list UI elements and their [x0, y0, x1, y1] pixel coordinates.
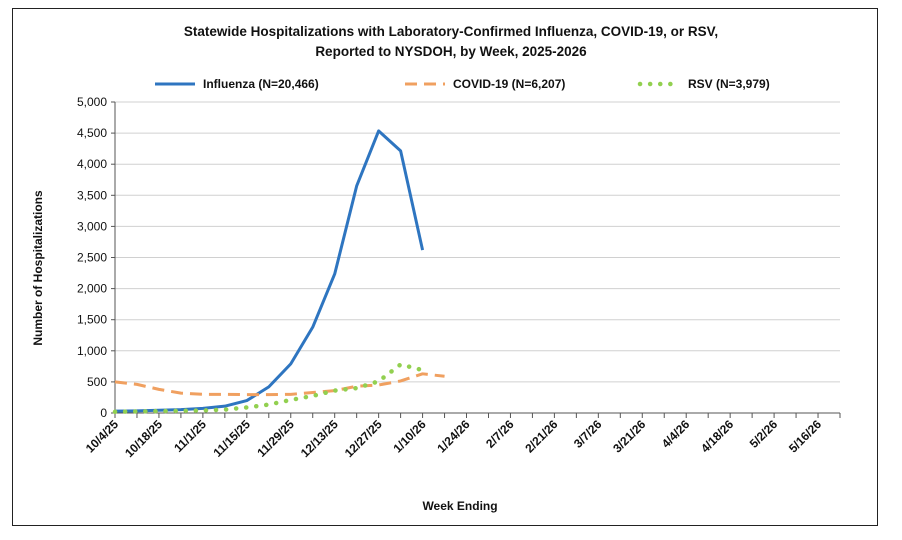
- x-tick-label: 12/13/25: [298, 417, 341, 460]
- y-tick-label: 1,000: [77, 344, 107, 358]
- legend: Influenza (N=20,466) COVID-19 (N=6,207) RS…: [155, 77, 770, 91]
- x-tick-label: 5/2/26: [747, 417, 781, 451]
- x-tick-label: 5/16/26: [786, 417, 824, 455]
- chart-title-line-1: Statewide Hospitalizations with Laborato…: [184, 24, 718, 39]
- x-tick-label: 12/27/25: [342, 417, 385, 460]
- y-tick-label: 1,500: [77, 313, 107, 327]
- x-axis-title: Week Ending: [422, 499, 497, 513]
- chart-title-line-2: Reported to NYSDOH, by Week, 2025-2026: [315, 44, 587, 59]
- y-axis-title: Number of Hospitalizations: [31, 190, 45, 346]
- x-tick-label: 10/4/25: [83, 417, 121, 455]
- series-line-dot: [112, 362, 425, 415]
- x-tick-label: 11/29/25: [254, 417, 297, 460]
- x-tick-label: 1/10/26: [390, 417, 428, 455]
- y-tick-label: 4,500: [77, 126, 107, 140]
- x-tick-label: 3/21/26: [610, 417, 648, 455]
- x-tick-label: 2/21/26: [522, 417, 560, 455]
- chart-frame: [12, 8, 878, 526]
- y-tick-label: 3,000: [77, 219, 107, 233]
- x-tick-label: 11/1/25: [171, 417, 209, 455]
- y-tick-label: 3,500: [77, 188, 107, 202]
- y-tick-label: 5,000: [77, 95, 107, 109]
- y-tick-label: 0: [100, 406, 107, 420]
- legend-label: Influenza (N=20,466): [203, 77, 319, 91]
- x-tick-label: 3/7/26: [571, 417, 605, 451]
- x-tick-label: 10/18/25: [122, 417, 165, 460]
- x-tick-label: 1/24/26: [434, 417, 472, 455]
- y-tick-label: 2,000: [77, 282, 107, 296]
- x-tick-label: 4/18/26: [698, 417, 736, 455]
- y-tick-label: 4,000: [77, 157, 107, 171]
- legend-label: COVID-19 (N=6,207): [453, 77, 565, 91]
- legend-label: RSV (N=3,979): [688, 77, 770, 91]
- x-tick-label: 11/15/25: [210, 417, 253, 460]
- series-line-solid: [114, 129, 425, 413]
- y-tick-label: 2,500: [77, 251, 107, 265]
- x-tick-label: 4/4/26: [659, 417, 693, 451]
- series-line-dash: [114, 372, 445, 397]
- y-tick-label: 500: [87, 375, 107, 389]
- x-tick-label: 2/7/26: [483, 417, 517, 451]
